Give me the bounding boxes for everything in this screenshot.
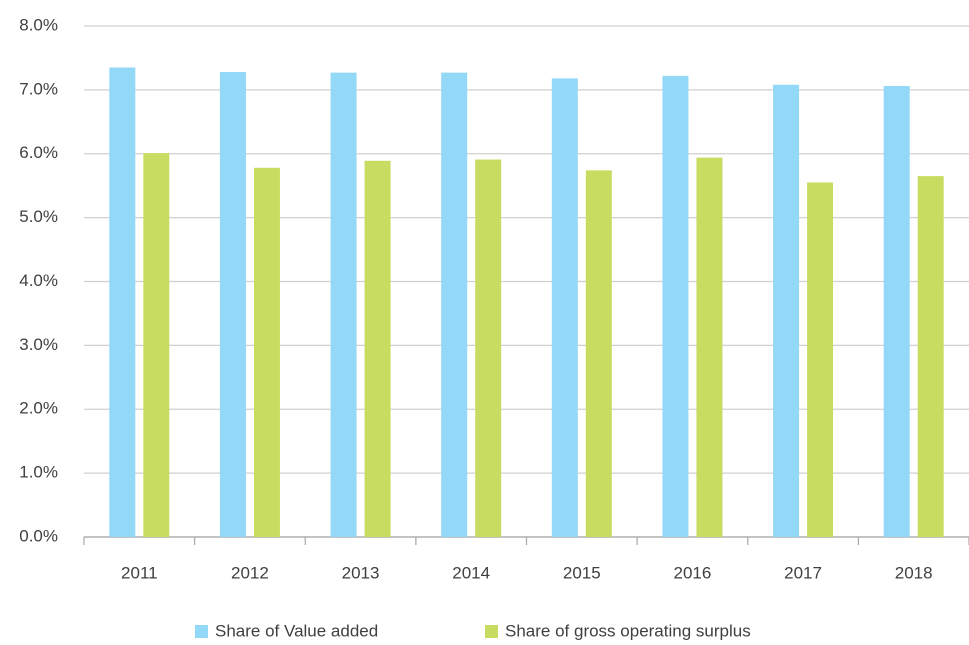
- bar: [551, 78, 578, 537]
- y-tick-label: 2.0%: [19, 399, 58, 418]
- y-tick-label: 3.0%: [19, 335, 58, 354]
- x-tick-label: 2016: [674, 563, 712, 582]
- y-tick-label: 5.0%: [19, 207, 58, 226]
- bar: [219, 71, 246, 538]
- x-tick-label: 2013: [342, 563, 380, 582]
- y-tick-label: 4.0%: [19, 271, 58, 290]
- x-tick-label: 2015: [563, 563, 601, 582]
- x-tick-label: 2011: [121, 563, 158, 582]
- x-tick-label: 2012: [231, 563, 269, 582]
- bar: [109, 67, 136, 538]
- bar: [364, 160, 391, 537]
- y-tick-label: 8.0%: [19, 15, 58, 34]
- bar: [696, 157, 723, 537]
- bar: [330, 72, 357, 537]
- bar: [143, 153, 170, 537]
- y-tick-label: 6.0%: [19, 143, 58, 162]
- bar: [441, 72, 468, 537]
- bar: [662, 75, 689, 537]
- legend-swatch: [485, 625, 498, 638]
- x-tick-label: 2018: [895, 563, 933, 582]
- bar: [253, 167, 280, 538]
- legend-label: Share of Value added: [215, 621, 378, 640]
- bar: [917, 176, 944, 537]
- bar: [883, 86, 910, 537]
- legend-label: Share of gross operating surplus: [505, 621, 751, 640]
- legend-swatch: [195, 625, 208, 638]
- x-tick-label: 2014: [452, 563, 490, 582]
- y-tick-label: 1.0%: [19, 463, 58, 482]
- bar: [585, 170, 612, 538]
- bar: [773, 84, 800, 537]
- bar: [807, 182, 834, 537]
- y-tick-label: 0.0%: [19, 526, 58, 545]
- bar: [475, 159, 502, 537]
- x-tick-label: 2017: [784, 563, 822, 582]
- y-tick-label: 7.0%: [19, 79, 58, 98]
